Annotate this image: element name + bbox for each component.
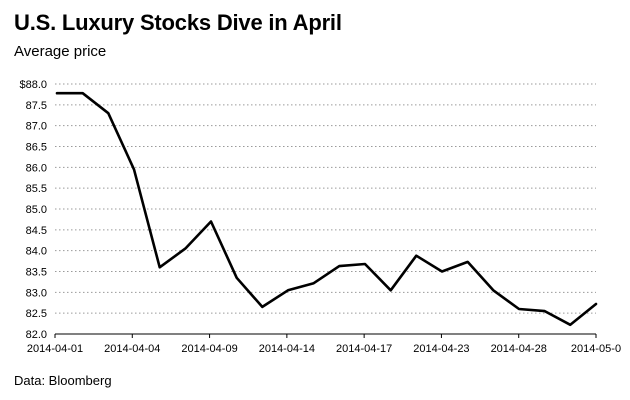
data-source-note: Data: Bloomberg	[14, 373, 112, 388]
x-tick-label: 2014-04-28	[491, 343, 547, 355]
x-tick-label: 2014-04-04	[104, 343, 160, 355]
y-tick-label: 82.0	[26, 329, 47, 341]
series-layer	[55, 91, 598, 327]
line-chart: $88.0 87.5 87.0 86.5 86.0 85.5 85.0 84.5 84.0 83.…	[19, 79, 621, 355]
x-tick-label: 2014-05-0	[571, 343, 621, 355]
x-axis: 2014-04-01 2014-04-04 2014-04-09 2014-04-14…	[27, 333, 621, 355]
y-tick-label: 84.5	[26, 225, 47, 237]
y-tick-label: 86.0	[26, 162, 47, 174]
series-line	[55, 91, 598, 327]
x-tick-label: 2014-04-09	[181, 343, 237, 355]
y-tick-label: 86.5	[26, 142, 47, 154]
y-tick-label: 87.0	[26, 121, 47, 133]
y-tick-label: 87.5	[26, 100, 47, 112]
x-tick-label: 2014-04-01	[27, 343, 83, 355]
x-tick-label: 2014-04-17	[336, 343, 392, 355]
chart-title: U.S. Luxury Stocks Dive in April	[14, 10, 342, 35]
y-tick-label: 83.0	[26, 287, 47, 299]
chart-subtitle: Average price	[14, 43, 107, 60]
y-tick-label: 85.0	[26, 204, 47, 216]
y-tick-label: 84.0	[26, 246, 47, 258]
y-tick-label: 85.5	[26, 183, 47, 195]
y-axis: $88.0 87.5 87.0 86.5 86.0 85.5 85.0 84.5 84.0 83.…	[19, 79, 47, 341]
x-tick-label: 2014-04-14	[259, 343, 315, 355]
y-tick-label: $88.0	[19, 79, 47, 91]
y-tick-label: 82.5	[26, 308, 47, 320]
y-tick-label: 83.5	[26, 267, 47, 279]
grid-lines	[55, 83, 596, 335]
x-tick-label: 2014-04-23	[413, 343, 469, 355]
